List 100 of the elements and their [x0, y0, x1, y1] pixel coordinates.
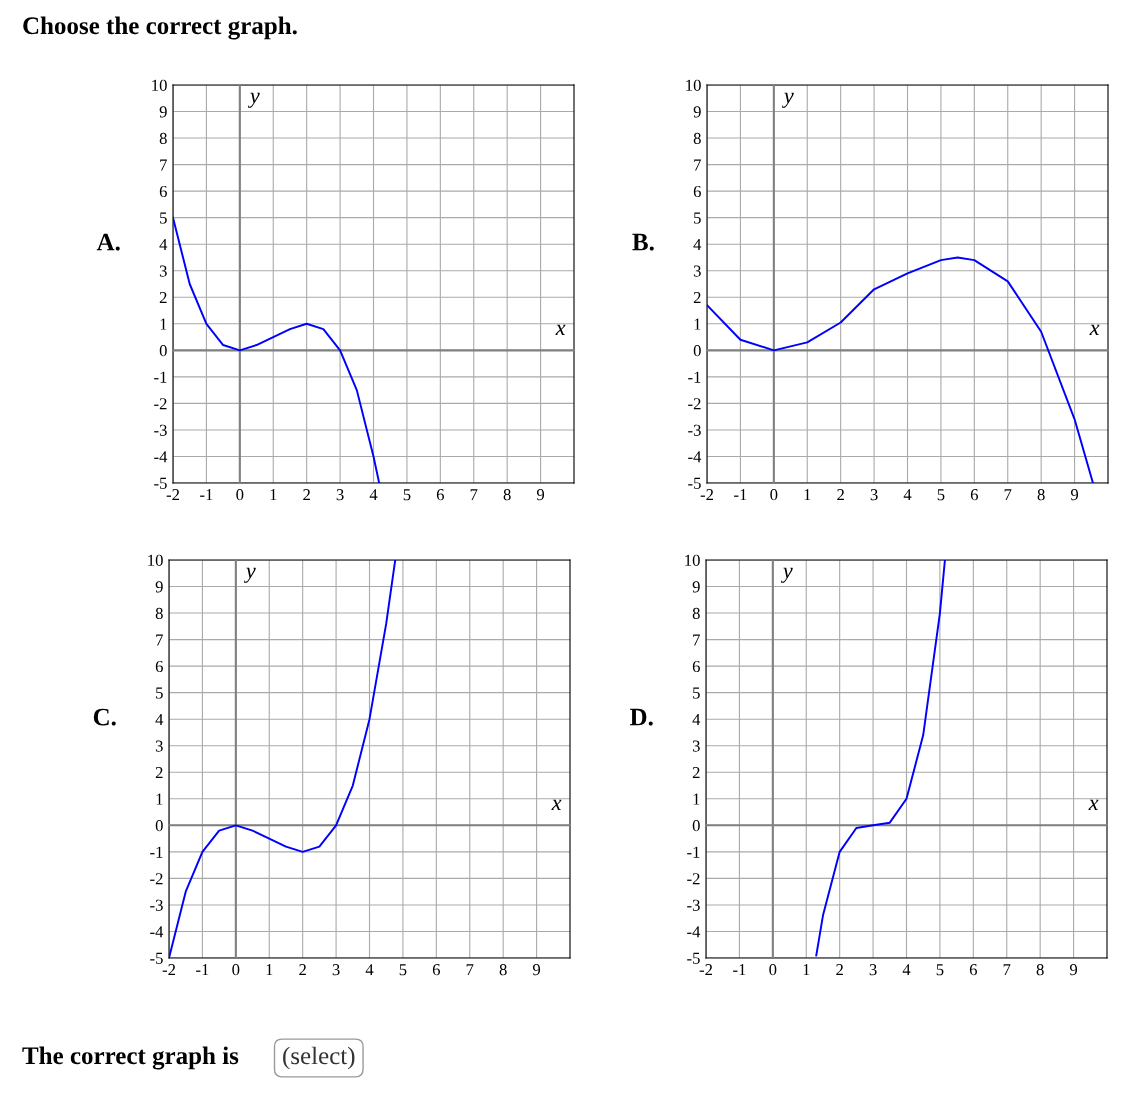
y-tick-label: 6 [159, 185, 167, 198]
x-tick-label: 9 [532, 964, 541, 976]
y-tick-label: 1 [160, 318, 167, 330]
y-tick-label: 8 [693, 132, 701, 145]
y-tick-label: -2 [687, 873, 700, 885]
x-tick-label: 1 [803, 964, 810, 976]
y-tick-label: 7 [694, 159, 701, 171]
x-tick-label: 2 [836, 964, 843, 976]
y-tick-label: 5 [693, 687, 700, 699]
x-tick-label: 7 [466, 964, 474, 976]
y-tick-label: 10 [148, 554, 163, 566]
y-tick-label: 0 [159, 345, 167, 357]
line-series [173, 216, 381, 483]
x-tick-label: 3 [870, 489, 878, 501]
y-tick-label: 5 [160, 212, 167, 224]
y-tick-label: -3 [150, 899, 163, 911]
x-tick-label: 8 [1037, 489, 1045, 501]
y-tick-label: 7 [160, 159, 167, 171]
x-tick-label: 7 [1003, 964, 1011, 976]
y-tick-label: 9 [159, 106, 167, 118]
y-tick-label: 7 [693, 634, 700, 646]
y-tick-label: 5 [694, 212, 701, 224]
x-tick-label: 0 [770, 489, 778, 501]
x-tick-label: 8 [503, 489, 511, 501]
line-series [815, 560, 946, 957]
text: D. [630, 708, 653, 726]
x-tick-label: 0 [232, 964, 240, 976]
x-tick-label: 0 [236, 489, 244, 501]
x-tick-label: -1 [200, 489, 213, 501]
x-tick-label: 0 [769, 964, 777, 976]
text: A. [96, 233, 120, 251]
y-axis-title: y [248, 92, 260, 108]
x-tick-label: 9 [1070, 489, 1079, 501]
x-tick-label: 3 [869, 964, 877, 976]
y-tick-label: -4 [154, 451, 168, 463]
y-tick-label: -2 [154, 398, 167, 410]
x-tick-label: 1 [804, 489, 811, 501]
x-tick-label: 6 [969, 964, 977, 976]
text: (select) [283, 1046, 355, 1070]
y-tick-label: -5 [688, 477, 701, 489]
x-tick-label: -1 [733, 964, 746, 976]
y-tick-label: -3 [154, 424, 167, 436]
y-tick-label: -1 [150, 846, 163, 858]
x-tick-label: 9 [536, 489, 545, 501]
x-tick-label: 6 [436, 489, 444, 501]
x-tick-label: 2 [303, 489, 310, 501]
x-axis-title: x [1089, 324, 1100, 335]
y-tick-label: 5 [156, 687, 163, 699]
x-tick-label: 9 [1069, 964, 1078, 976]
x-tick-label: 8 [499, 964, 507, 976]
x-tick-label: 3 [332, 964, 340, 976]
x-tick-label: -1 [196, 964, 209, 976]
y-tick-label: 9 [692, 581, 700, 593]
y-tick-label: 4 [155, 714, 164, 725]
y-tick-label: 0 [693, 345, 701, 357]
y-tick-label: -5 [687, 952, 700, 964]
x-tick-label: 7 [470, 489, 478, 501]
x-tick-label: 6 [970, 489, 978, 501]
y-tick-label: -1 [154, 371, 167, 383]
y-tick-label: 8 [155, 607, 163, 620]
y-tick-label: 3 [159, 265, 167, 277]
y-tick-label: -3 [688, 424, 701, 436]
y-axis-title: y [781, 567, 793, 583]
x-tick-label: 3 [336, 489, 344, 501]
y-tick-label: -4 [687, 926, 701, 938]
y-tick-label: 3 [692, 740, 700, 752]
text: C. [93, 708, 116, 726]
text: B. [632, 233, 654, 251]
y-axis-title: y [782, 92, 794, 108]
y-tick-label: -1 [687, 846, 700, 858]
y-tick-label: 10 [152, 79, 167, 91]
y-tick-label: 9 [693, 106, 701, 118]
y-tick-label: 2 [693, 292, 701, 304]
x-tick-label: 4 [369, 489, 378, 501]
y-tick-label: -3 [687, 899, 700, 911]
y-tick-label: 8 [159, 132, 167, 145]
x-tick-label: 5 [403, 489, 411, 501]
x-tick-label: 8 [1036, 964, 1044, 976]
y-tick-label: 1 [156, 793, 163, 805]
y-tick-label: 7 [156, 634, 163, 646]
y-tick-label: 4 [693, 239, 702, 250]
x-axis-title: x [551, 799, 562, 810]
y-tick-label: 1 [694, 318, 701, 330]
y-tick-label: 6 [693, 185, 701, 198]
x-tick-label: 6 [432, 964, 440, 976]
y-tick-label: 2 [159, 292, 167, 304]
y-tick-label: 6 [155, 660, 163, 673]
y-tick-label: 1 [693, 793, 700, 805]
x-axis-title: x [1088, 799, 1099, 810]
y-tick-label: 3 [155, 740, 163, 752]
y-axis-title: y [244, 567, 256, 583]
x-tick-label: 5 [399, 964, 407, 976]
x-tick-label: 4 [903, 489, 912, 501]
x-tick-label: 1 [266, 964, 273, 976]
y-tick-label: -5 [150, 952, 163, 964]
y-tick-label: 2 [155, 767, 163, 779]
text: The correct graph is [22, 1046, 239, 1070]
x-tick-label: 7 [1004, 489, 1012, 501]
x-axis-title: x [555, 324, 566, 335]
y-tick-label: 0 [692, 820, 700, 832]
